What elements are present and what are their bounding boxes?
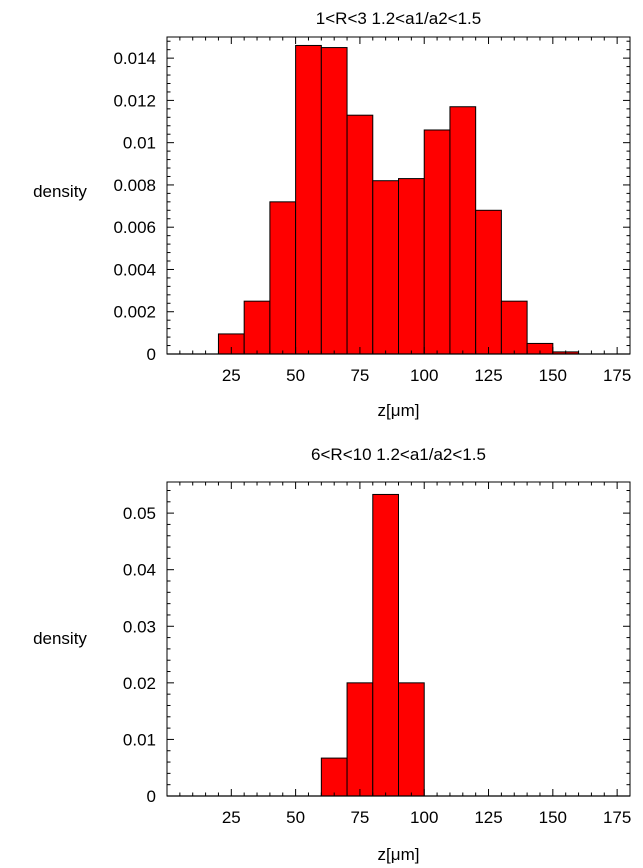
chart-0-bar-3: [269, 201, 297, 355]
chart-1-bar-8: [398, 682, 425, 797]
chart-1-y-tick-label-3: 0.03: [123, 617, 156, 636]
chart-1-x-tick-label-3: 100: [410, 808, 438, 827]
chart-1-x-ticks: 25 50 75 100 125 150 175: [179, 482, 631, 827]
chart-0-y-axis-label: density: [33, 182, 87, 201]
chart-1-x-tick-label-4: 125: [474, 808, 502, 827]
chart-1-y-tick-label-0: 0: [147, 787, 156, 806]
chart-0-y-tick-label-0: 0: [147, 345, 156, 364]
chart-1-x-tick-label-0: 25: [222, 808, 241, 827]
chart-0-bar-11: [475, 209, 502, 355]
chart-1-bar-5: [320, 757, 348, 797]
chart-1-title: 6<R<10 1.2<a1/a2<1.5: [311, 445, 486, 464]
chart-0-x-tick-label-5: 150: [539, 366, 567, 385]
chart-0-bar-9: [423, 129, 451, 355]
chart-0-bar-6: [346, 114, 374, 355]
chart-1-x-tick-label-6: 175: [603, 808, 631, 827]
chart-0-bar-2: [243, 300, 271, 355]
chart-0-bar-4: [295, 44, 322, 355]
chart-1-x-tick-label-1: 50: [286, 808, 305, 827]
chart-0-y-tick-label-7: 0.014: [113, 49, 156, 68]
chart-0-x-tick-label-1: 50: [286, 366, 305, 385]
chart-0-y-tick-label-1: 0.002: [113, 303, 156, 322]
chart-0-bar-12: [500, 300, 528, 355]
chart-0-x-tick-label-3: 100: [410, 366, 438, 385]
chart-1-y-tick-label-1: 0.01: [123, 730, 156, 749]
chart-0-x-tick-label-0: 25: [222, 366, 241, 385]
chart-0-bar-10: [449, 106, 477, 355]
chart-0-y-ticks: 0 0.002 0.004 0.006 0.008 0.01 0.012 0.014: [113, 40, 630, 364]
chart-0-bar-7: [372, 180, 399, 355]
chart-1-y-tick-label-2: 0.02: [123, 674, 156, 693]
chart-1-y-ticks: 0 0.01 0.02 0.03 0.04 0.05: [123, 489, 630, 806]
chart-1-x-axis-label: z[μm]: [378, 845, 420, 864]
chart-0-bar-8: [398, 178, 425, 355]
chart-1-bar-7: [372, 493, 399, 797]
chart-1-bars: [320, 493, 425, 797]
chart-1-bar-6: [346, 682, 374, 797]
chart-1-x-tick-label-2: 75: [350, 808, 369, 827]
chart-1-x-tick-label-5: 150: [539, 808, 567, 827]
chart-0-x-axis-label: z[μm]: [378, 401, 420, 420]
chart-0-y-tick-label-6: 0.012: [113, 91, 156, 110]
chart-0-x-tick-label-4: 125: [474, 366, 502, 385]
chart-0-x-tick-label-2: 75: [350, 366, 369, 385]
chart-0-x-tick-label-6: 175: [603, 366, 631, 385]
chart-0-y-tick-label-4: 0.008: [113, 176, 156, 195]
chart-0-x-ticks: 25 50 75 100 125 150 175: [179, 37, 631, 385]
chart-0-y-tick-label-5: 0.01: [123, 134, 156, 153]
chart-1-y-tick-label-4: 0.04: [123, 561, 156, 580]
chart-0-bars: [217, 44, 580, 355]
chart-0-y-tick-label-2: 0.004: [113, 260, 156, 279]
chart-0-bar-5: [320, 47, 348, 355]
chart-0-y-tick-label-3: 0.006: [113, 218, 156, 237]
histogram-panel-top: 25 50 75 100 125 150 17500.0020.0040.0060.0080…: [33, 9, 631, 420]
chart-1-y-tick-label-5: 0.05: [123, 504, 156, 523]
histogram-panel-bottom: 25 50 75 100 125 150 175 0 0.01 0.02 0.03 0.04 0.05 6…: [33, 445, 631, 864]
chart-0-title: 1<R<3 1.2<a1/a2<1.5: [316, 9, 481, 28]
chart-1-y-axis-label: density: [33, 629, 87, 648]
